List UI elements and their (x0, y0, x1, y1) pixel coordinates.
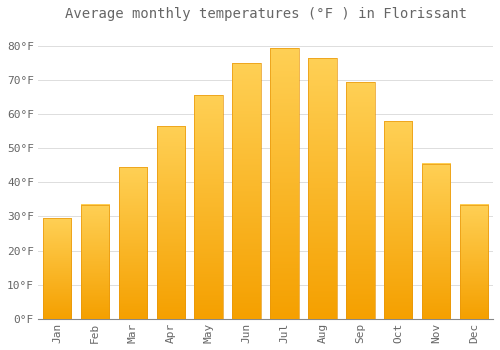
Title: Average monthly temperatures (°F ) in Florissant: Average monthly temperatures (°F ) in Fl… (64, 7, 466, 21)
